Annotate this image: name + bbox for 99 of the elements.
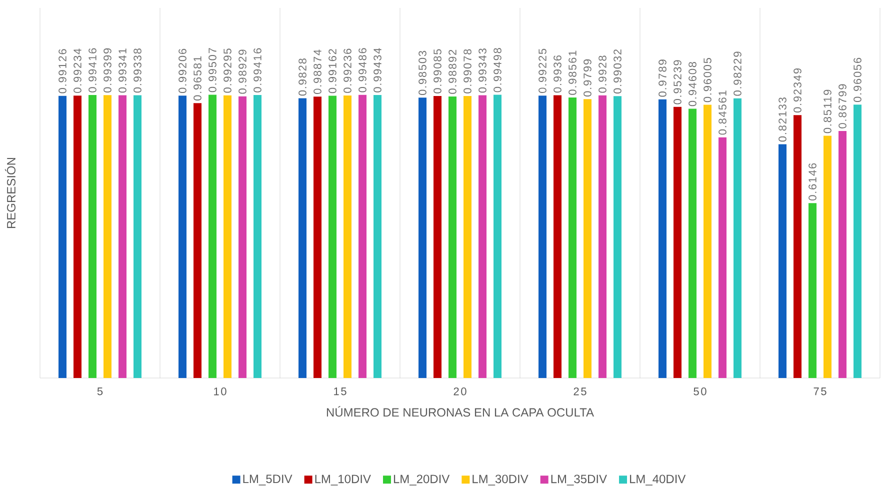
bar xyxy=(104,95,112,378)
bar xyxy=(178,96,186,378)
data-label: 0.99126 xyxy=(58,49,66,94)
data-label: 0.84561 xyxy=(718,90,726,135)
bar xyxy=(374,94,382,378)
data-label: 0.99343 xyxy=(478,48,486,93)
bar xyxy=(838,130,847,378)
bar xyxy=(808,203,817,378)
data-label: 0.85119 xyxy=(824,90,832,134)
data-label: 0.9799 xyxy=(584,59,592,96)
data-label: 0.9936 xyxy=(554,55,562,93)
legend-label: LM_35DIV xyxy=(551,474,607,486)
bar xyxy=(448,96,457,378)
x-tick-label: 15 xyxy=(334,388,346,396)
legend-label: LM_40DIV xyxy=(630,474,686,486)
data-label: 0.99434 xyxy=(374,48,382,92)
bar xyxy=(568,97,577,378)
data-label: 0.86799 xyxy=(838,84,846,128)
bar xyxy=(778,144,787,378)
legend-label: LM_20DIV xyxy=(394,474,450,486)
bar xyxy=(554,95,562,378)
bar xyxy=(358,94,367,378)
data-label: 0.98229 xyxy=(734,52,742,96)
data-label: 0.98929 xyxy=(238,50,246,94)
data-label: 0.99236 xyxy=(344,48,352,93)
data-label: 0.9828 xyxy=(298,58,306,96)
bar xyxy=(88,95,96,378)
data-label: 0.99032 xyxy=(614,49,622,94)
bar xyxy=(688,108,697,378)
legend-label: LM_30DIV xyxy=(472,474,528,486)
bar xyxy=(584,99,592,378)
bar xyxy=(118,95,126,378)
y-axis-title: REGRESIÓN xyxy=(4,158,16,228)
bar xyxy=(134,95,142,378)
data-label: 0.99085 xyxy=(434,49,442,94)
bar xyxy=(478,95,487,378)
data-label: 0.99399 xyxy=(104,48,112,92)
bar xyxy=(238,96,247,378)
bar xyxy=(494,94,502,378)
bar xyxy=(194,103,202,378)
data-label: 0.96581 xyxy=(194,56,202,100)
bar xyxy=(298,98,307,378)
data-label: 0.99295 xyxy=(224,48,232,93)
bar xyxy=(418,98,427,378)
legend-label: LM_10DIV xyxy=(315,474,371,486)
bar xyxy=(824,136,832,378)
data-label: 0.99341 xyxy=(118,48,126,93)
data-label: 0.99416 xyxy=(254,48,262,92)
bar xyxy=(854,104,862,378)
bar xyxy=(614,96,622,378)
data-label: 0.99498 xyxy=(494,48,502,92)
data-label: 0.99206 xyxy=(178,48,186,94)
data-label: 0.98561 xyxy=(568,50,576,95)
bar xyxy=(434,96,442,378)
bar xyxy=(314,96,322,378)
data-label: 0.99486 xyxy=(358,48,366,92)
data-label: 0.6146 xyxy=(808,163,816,200)
bar xyxy=(734,98,742,378)
legend-label: LM_5DIV xyxy=(243,474,292,486)
bar xyxy=(718,137,727,378)
x-tick-label: 20 xyxy=(454,388,466,396)
data-label: 0.99162 xyxy=(328,49,336,94)
x-tick-label: 10 xyxy=(214,388,226,396)
data-label: 0.98874 xyxy=(314,50,322,94)
bar xyxy=(58,96,66,378)
bar xyxy=(464,96,472,378)
data-label: 0.98892 xyxy=(448,50,456,94)
data-label: 0.9928 xyxy=(598,56,606,93)
data-label: 0.99078 xyxy=(464,49,472,94)
bar xyxy=(344,96,352,378)
x-tick-label: 75 xyxy=(814,388,826,396)
bar xyxy=(538,96,547,378)
x-axis-title: NÚMERO DE NEURONAS EN LA CAPA OCULTA xyxy=(326,406,594,417)
x-tick-label: 25 xyxy=(574,388,586,396)
bar xyxy=(794,115,802,378)
data-label: 0.99338 xyxy=(134,48,142,93)
bar xyxy=(598,95,607,378)
data-label: 0.9789 xyxy=(658,60,666,97)
data-label: 0.92349 xyxy=(794,68,802,113)
x-tick-label: 5 xyxy=(97,388,103,396)
bar xyxy=(74,96,82,378)
x-tick-label: 50 xyxy=(694,388,706,396)
bar xyxy=(224,95,232,378)
bar xyxy=(208,94,217,378)
data-label: 0.99416 xyxy=(88,48,96,92)
data-label: 0.99507 xyxy=(208,48,216,92)
bar xyxy=(658,99,667,378)
bar xyxy=(674,106,682,378)
data-label: 0.96056 xyxy=(854,58,862,102)
data-label: 0.82133 xyxy=(778,97,786,142)
data-label: 0.95239 xyxy=(674,60,682,104)
bar xyxy=(254,95,262,378)
data-label: 0.98503 xyxy=(418,50,426,96)
data-label: 0.99234 xyxy=(74,48,82,93)
data-label: 0.94608 xyxy=(688,62,696,106)
bar xyxy=(704,104,712,378)
data-label: 0.99225 xyxy=(538,48,546,93)
data-label: 0.96005 xyxy=(704,58,712,102)
bar xyxy=(328,96,337,378)
